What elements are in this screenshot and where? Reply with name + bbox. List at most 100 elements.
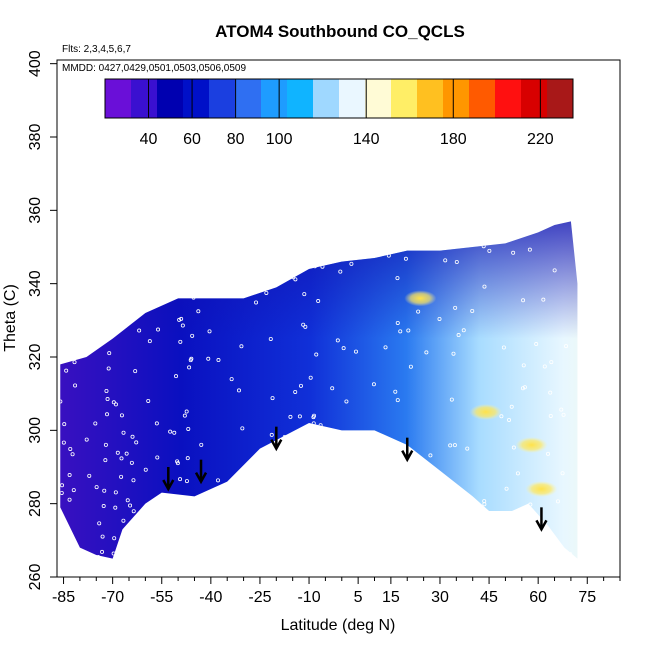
sample-point: [241, 531, 246, 536]
colorbar-tick-label: 100: [266, 131, 293, 148]
sample-point: [395, 398, 400, 403]
sample-point: [113, 505, 118, 510]
sample-point: [184, 479, 189, 484]
colorbar-cell: [365, 79, 392, 118]
sample-point: [559, 407, 564, 412]
sample-point: [395, 320, 400, 325]
sample-point: [371, 382, 376, 387]
sample-point: [456, 333, 461, 338]
sample-point: [268, 455, 273, 460]
sample-point: [97, 521, 102, 526]
sample-point: [130, 434, 135, 439]
sample-point: [309, 482, 314, 487]
sample-point: [298, 462, 303, 467]
hotspot: [525, 481, 558, 497]
sample-point: [139, 259, 144, 264]
sample-point: [393, 389, 398, 394]
sample-point: [87, 473, 92, 478]
y-tick-label: 400: [27, 50, 44, 77]
sample-point: [96, 555, 101, 559]
sample-point: [403, 502, 408, 507]
sample-point: [560, 471, 565, 476]
colorbar-cell: [417, 79, 444, 118]
sample-point: [203, 556, 208, 559]
x-tick-label: 45: [480, 589, 498, 606]
sample-point: [60, 356, 65, 361]
sample-point: [470, 309, 475, 314]
sample-point: [380, 437, 385, 442]
sample-point: [207, 329, 212, 334]
sample-point: [119, 266, 124, 271]
sample-point: [104, 389, 109, 394]
sample-point: [66, 299, 71, 304]
sample-point: [229, 377, 234, 382]
sample-point: [98, 273, 103, 278]
sample-point: [564, 344, 569, 349]
sample-point: [305, 523, 310, 528]
sample-point: [338, 269, 343, 274]
sample-point: [179, 316, 184, 321]
sample-point: [66, 302, 71, 307]
x-tick-label: -25: [248, 589, 271, 606]
sample-point: [302, 292, 307, 297]
sample-point: [312, 413, 317, 418]
sample-point: [521, 298, 526, 303]
sample-point: [237, 493, 242, 498]
sample-point: [517, 522, 522, 527]
sample-point: [124, 451, 129, 456]
sample-point: [133, 369, 138, 374]
hotspot: [469, 404, 502, 420]
sample-point: [175, 459, 180, 464]
sample-point: [143, 467, 148, 472]
sample-point: [183, 517, 188, 522]
sample-point: [358, 534, 363, 539]
sample-point: [64, 368, 69, 373]
sample-point: [304, 553, 309, 558]
colorbar-tick-label: 140: [353, 131, 380, 148]
colorbar-cell: [521, 79, 548, 118]
sample-point: [170, 518, 175, 523]
sample-point: [150, 284, 155, 289]
sample-point: [110, 259, 115, 264]
sample-point: [349, 462, 354, 467]
sample-point: [121, 518, 126, 523]
sample-point: [231, 522, 236, 527]
sample-point: [344, 399, 349, 404]
colorbar-cell: [391, 79, 418, 118]
colorbar-frame: [104, 78, 574, 119]
sample-point: [66, 307, 71, 312]
sample-point: [294, 506, 299, 511]
sample-point: [522, 385, 527, 390]
sample-point: [190, 333, 195, 338]
colorbar-cell: [547, 79, 574, 118]
sample-point: [209, 490, 214, 495]
sample-point: [83, 253, 88, 258]
arrow-marker: [535, 507, 548, 532]
sample-point: [67, 497, 72, 502]
sample-point: [235, 241, 240, 246]
sample-point: [107, 351, 112, 356]
sample-point: [105, 412, 110, 417]
sample-point: [103, 458, 108, 463]
sample-point: [154, 421, 159, 426]
sample-point: [100, 549, 105, 554]
colorbar-cell: [183, 79, 210, 118]
sample-point: [156, 327, 161, 332]
sample-point: [406, 328, 411, 333]
sample-point: [276, 249, 281, 254]
sample-point: [76, 350, 81, 355]
sample-point: [180, 323, 185, 328]
sample-point: [292, 482, 297, 487]
sample-point: [177, 317, 182, 322]
colorbar-cell: [105, 79, 132, 118]
sample-point: [395, 276, 400, 281]
sample-point: [568, 552, 573, 557]
sample-point: [465, 446, 470, 451]
colorbar-cell: [157, 79, 184, 118]
sample-point: [546, 451, 551, 456]
sample-point: [297, 414, 302, 419]
sample-point: [109, 274, 114, 279]
sample-point: [216, 478, 221, 483]
sample-point: [542, 364, 547, 369]
arrow-marker: [194, 459, 208, 485]
